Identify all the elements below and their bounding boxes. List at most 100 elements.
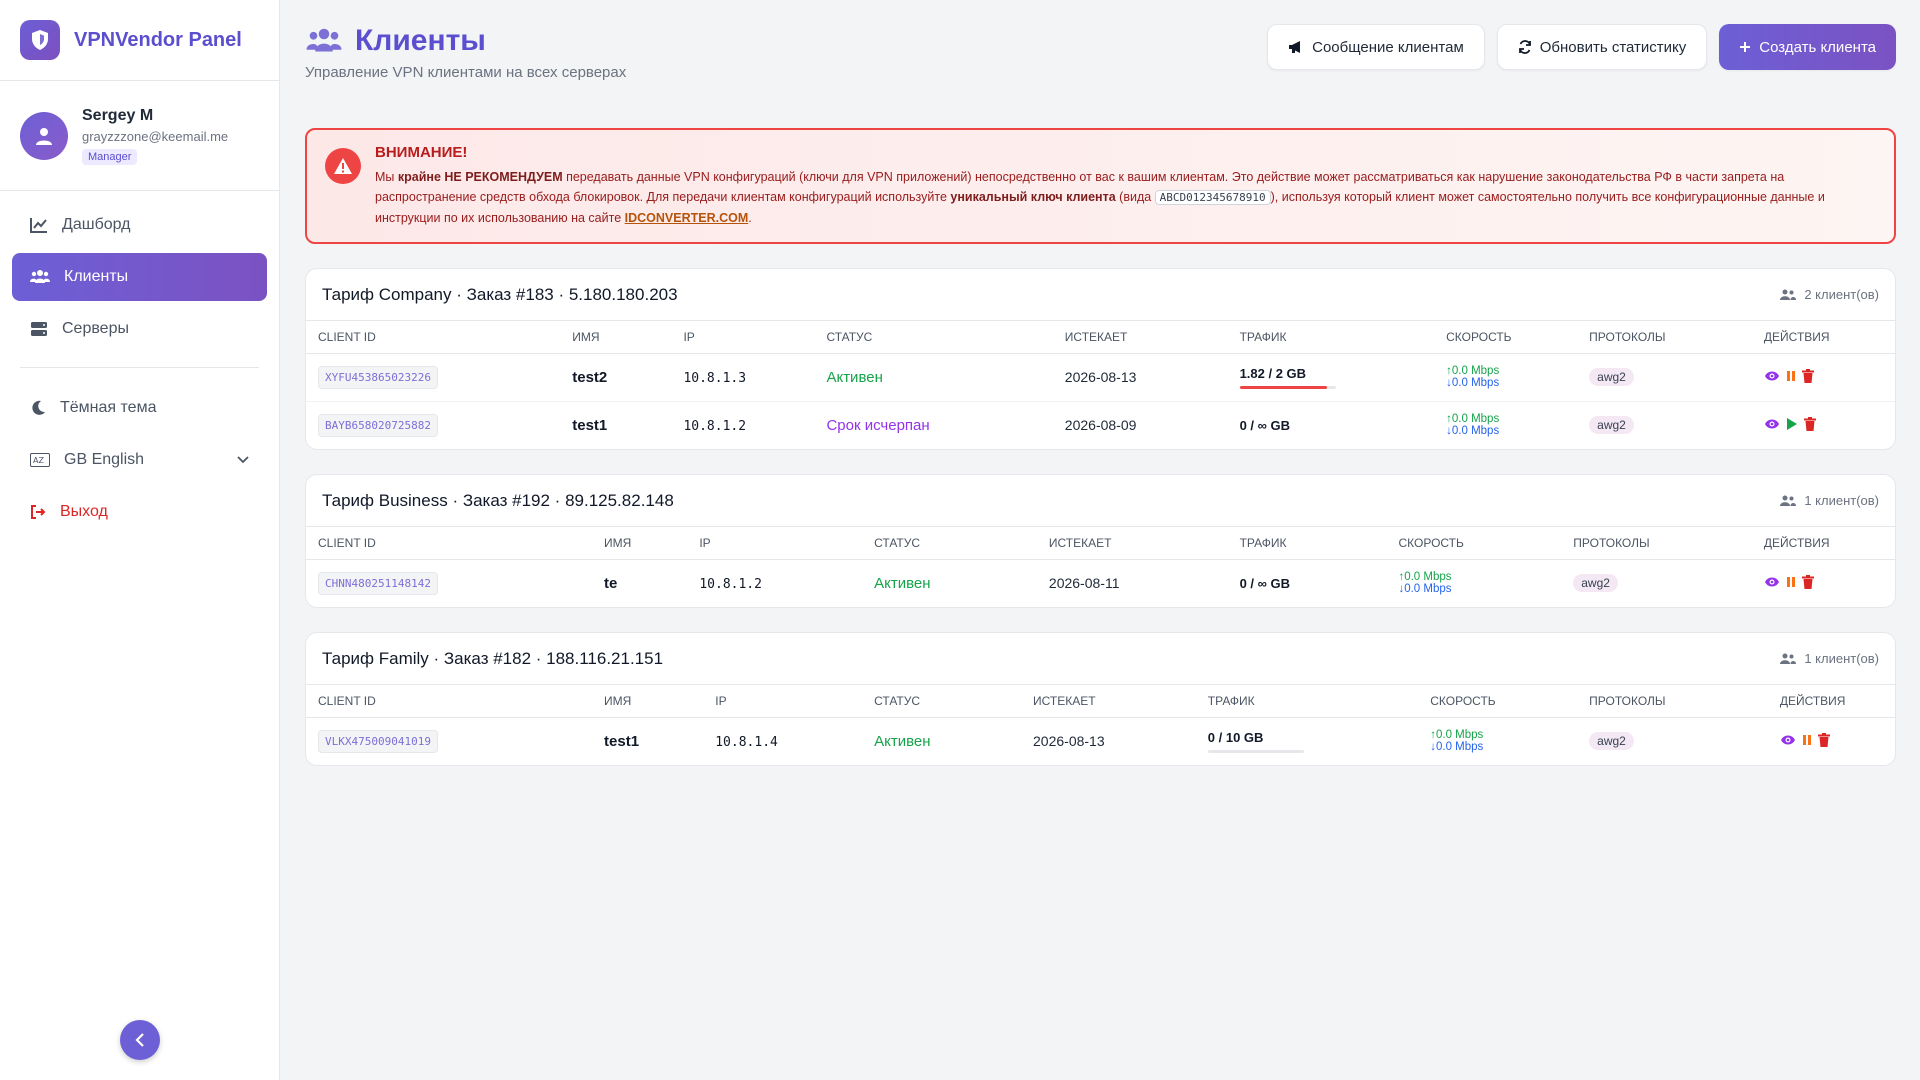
svg-text:AZ: AZ	[33, 456, 44, 465]
table-row: CHNN480251148142 te 10.8.1.2 Активен 2026-08…	[306, 559, 1895, 607]
view-button[interactable]	[1764, 417, 1780, 433]
column-header: CLIENT ID	[306, 685, 593, 718]
create-client-button[interactable]: Создать клиента	[1719, 24, 1896, 70]
collapse-sidebar-button[interactable]	[120, 1020, 160, 1060]
delete-button[interactable]	[1801, 368, 1814, 386]
table-row: VLKX475009041019 test1 10.8.1.4 Активен 2026…	[306, 717, 1895, 765]
table-header-row: CLIENT ID ИМЯ IP СТАТУС ИСТЕКАЕТ ТРАФИК СКОРОС…	[306, 321, 1895, 354]
column-header: ТРАФИК	[1227, 321, 1435, 354]
clients-table: CLIENT ID ИМЯ IP СТАТУС ИСТЕКАЕТ ТРАФИК СКОРОС…	[306, 321, 1895, 449]
trash-icon[interactable]	[1801, 368, 1814, 383]
protocol-badge: awg2	[1573, 574, 1618, 593]
client-id-chip[interactable]: XYFU453865023226	[318, 365, 438, 389]
status-badge: Активен	[874, 574, 931, 592]
user-email: grayzzzone@keemail.me	[82, 128, 229, 144]
trash-icon[interactable]	[1817, 732, 1830, 747]
trash-icon[interactable]	[1801, 574, 1814, 589]
language-select[interactable]: AZ GB English	[12, 436, 267, 484]
pause-icon[interactable]	[1786, 576, 1796, 588]
delete-button[interactable]	[1817, 732, 1830, 750]
nav-divider	[20, 367, 259, 368]
user-icon	[36, 127, 52, 145]
row-actions	[1764, 416, 1883, 434]
delete-button[interactable]	[1801, 574, 1814, 592]
column-header: СТАТУС	[862, 527, 1037, 560]
idconverter-link[interactable]: IDCONVERTER.COM	[624, 211, 749, 225]
traffic-value: 0 / 10 GB	[1207, 729, 1264, 745]
client-groups: Тариф Company · Заказ #183 · 5.180.180.2…	[305, 268, 1896, 766]
client-group-card: Тариф Company · Заказ #183 · 5.180.180.2…	[305, 268, 1896, 450]
view-button[interactable]	[1780, 733, 1796, 749]
trash-icon[interactable]	[1803, 416, 1816, 431]
speed-down: ↓0.0 Mbps	[1446, 425, 1500, 438]
sidebar: VPNVendor Panel Sergey M grayzzzone@keem…	[0, 0, 280, 1080]
column-header: CLIENT ID	[306, 527, 593, 560]
key-example: ABCD012345678910	[1154, 190, 1271, 205]
pause-button[interactable]	[1786, 369, 1796, 385]
pause-button[interactable]	[1802, 733, 1812, 749]
row-actions	[1780, 732, 1883, 750]
pause-button[interactable]	[1786, 575, 1796, 591]
expires-date: 2026-08-09	[1064, 417, 1137, 434]
client-name: test2	[572, 368, 608, 386]
page-subtitle: Управление VPN клиентами на всех сервера…	[305, 64, 627, 81]
refresh-stats-button[interactable]: Обновить статистику	[1496, 24, 1708, 70]
column-header: СТАТУС	[862, 685, 1022, 718]
column-header: ПРОТОКОЛЫ	[1577, 321, 1752, 354]
group-title: Тариф Family · Заказ #182 · 188.116.21.1…	[322, 648, 664, 668]
status-badge: Активен	[826, 368, 883, 386]
alert-title: ВНИМАНИЕ!	[375, 144, 468, 161]
sidebar-item-label: Серверы	[62, 320, 129, 337]
eye-icon[interactable]	[1780, 734, 1796, 746]
resume-button[interactable]	[1786, 417, 1798, 434]
speed-up: ↑0.0 Mbps	[1446, 365, 1500, 377]
client-name: test1	[604, 732, 640, 750]
eye-icon[interactable]	[1764, 418, 1780, 430]
protocol-badge: awg2	[1589, 732, 1634, 751]
client-ip: 10.8.1.4	[715, 734, 778, 750]
eye-icon[interactable]	[1764, 370, 1780, 382]
column-header: IP	[703, 685, 863, 718]
group-header: Тариф Business · Заказ #192 · 89.125.82.…	[306, 475, 1895, 527]
eye-icon[interactable]	[1764, 576, 1780, 588]
delete-button[interactable]	[1803, 416, 1816, 434]
column-header: ПРОТОКОЛЫ	[1577, 685, 1768, 718]
play-icon[interactable]	[1786, 417, 1798, 431]
chevron-down-icon	[237, 456, 249, 464]
table-row: XYFU453865023226 test2 10.8.1.3 Активен 2026…	[306, 353, 1895, 402]
plus-icon	[1740, 42, 1751, 52]
megaphone-icon	[1289, 41, 1301, 53]
warning-icon	[325, 148, 361, 184]
sidebar-item-clients[interactable]: Клиенты	[12, 253, 267, 301]
avatar	[20, 111, 68, 160]
message-clients-button[interactable]: Сообщение клиентам	[1267, 24, 1485, 70]
theme-toggle[interactable]: Тёмная тема	[12, 384, 267, 432]
alert-text: Мы крайне НЕ РЕКОМЕНДУЕМ передавать данн…	[375, 170, 1825, 225]
client-count: 2 клиент(ов)	[1780, 287, 1879, 302]
view-button[interactable]	[1764, 575, 1780, 591]
language-label: GB English	[64, 451, 145, 468]
logout-button[interactable]: Выход	[12, 488, 267, 536]
client-id-chip[interactable]: CHNN480251148142	[318, 571, 438, 595]
users-icon	[1780, 495, 1797, 506]
table-header-row: CLIENT ID ИМЯ IP СТАТУС ИСТЕКАЕТ ТРАФИК СКОРОС…	[306, 527, 1895, 560]
view-button[interactable]	[1764, 369, 1780, 385]
shield-logo-icon	[20, 20, 60, 60]
table-row: BAYB658020725882 test1 10.8.1.2 Срок исчерп…	[306, 401, 1895, 449]
column-header: ИСТЕКАЕТ	[1021, 685, 1196, 718]
client-id-chip[interactable]: VLKX475009041019	[318, 729, 438, 753]
column-header: ИМЯ	[592, 527, 688, 560]
sidebar-item-dashboard[interactable]: Дашборд	[12, 201, 267, 249]
client-id-chip[interactable]: BAYB658020725882	[318, 413, 438, 437]
client-ip: 10.8.1.3	[683, 370, 747, 386]
table-header-row: CLIENT ID ИМЯ IP СТАТУС ИСТЕКАЕТ ТРАФИК СКОРОС…	[306, 685, 1895, 718]
brand-title: VPNVendor Panel	[74, 28, 242, 51]
sidebar-item-servers[interactable]: Серверы	[12, 305, 267, 353]
client-count: 1 клиент(ов)	[1780, 651, 1879, 666]
sidebar-item-label: Дашборд	[62, 216, 131, 233]
pause-icon[interactable]	[1786, 370, 1796, 382]
traffic-bar	[1207, 749, 1304, 753]
pause-icon[interactable]	[1802, 734, 1812, 746]
theme-label: Тёмная тема	[60, 399, 157, 416]
warning-alert: ВНИМАНИЕ! Мы крайне НЕ РЕКОМЕНДУЕМ перед…	[305, 128, 1896, 244]
